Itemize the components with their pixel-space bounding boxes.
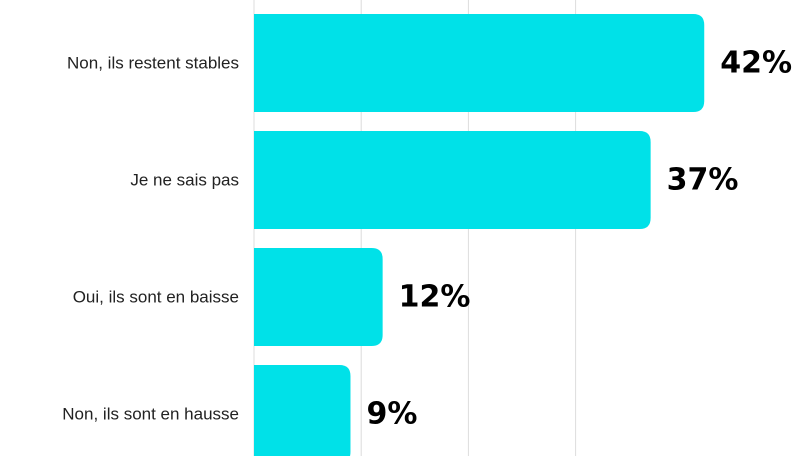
category-label-3: Non, ils sont en hausse bbox=[62, 405, 239, 424]
bar-0 bbox=[254, 14, 705, 112]
category-label-2: Oui, ils sont en baisse bbox=[73, 288, 239, 307]
bar-1 bbox=[254, 131, 651, 229]
bar-3 bbox=[254, 365, 351, 456]
value-label-3: 9% bbox=[366, 397, 417, 432]
bars bbox=[254, 14, 705, 456]
category-labels: Non, ils restent stables Je ne sais pas Ou… bbox=[62, 54, 239, 424]
value-label-0: 42% bbox=[720, 46, 792, 81]
value-label-1: 37% bbox=[667, 163, 739, 198]
category-label-1: Je ne sais pas bbox=[130, 171, 239, 190]
value-labels: 42% 37% 12% 9% bbox=[366, 46, 792, 432]
value-label-2: 12% bbox=[399, 280, 471, 315]
category-label-0: Non, ils restent stables bbox=[67, 54, 239, 73]
bar-2 bbox=[254, 248, 383, 346]
